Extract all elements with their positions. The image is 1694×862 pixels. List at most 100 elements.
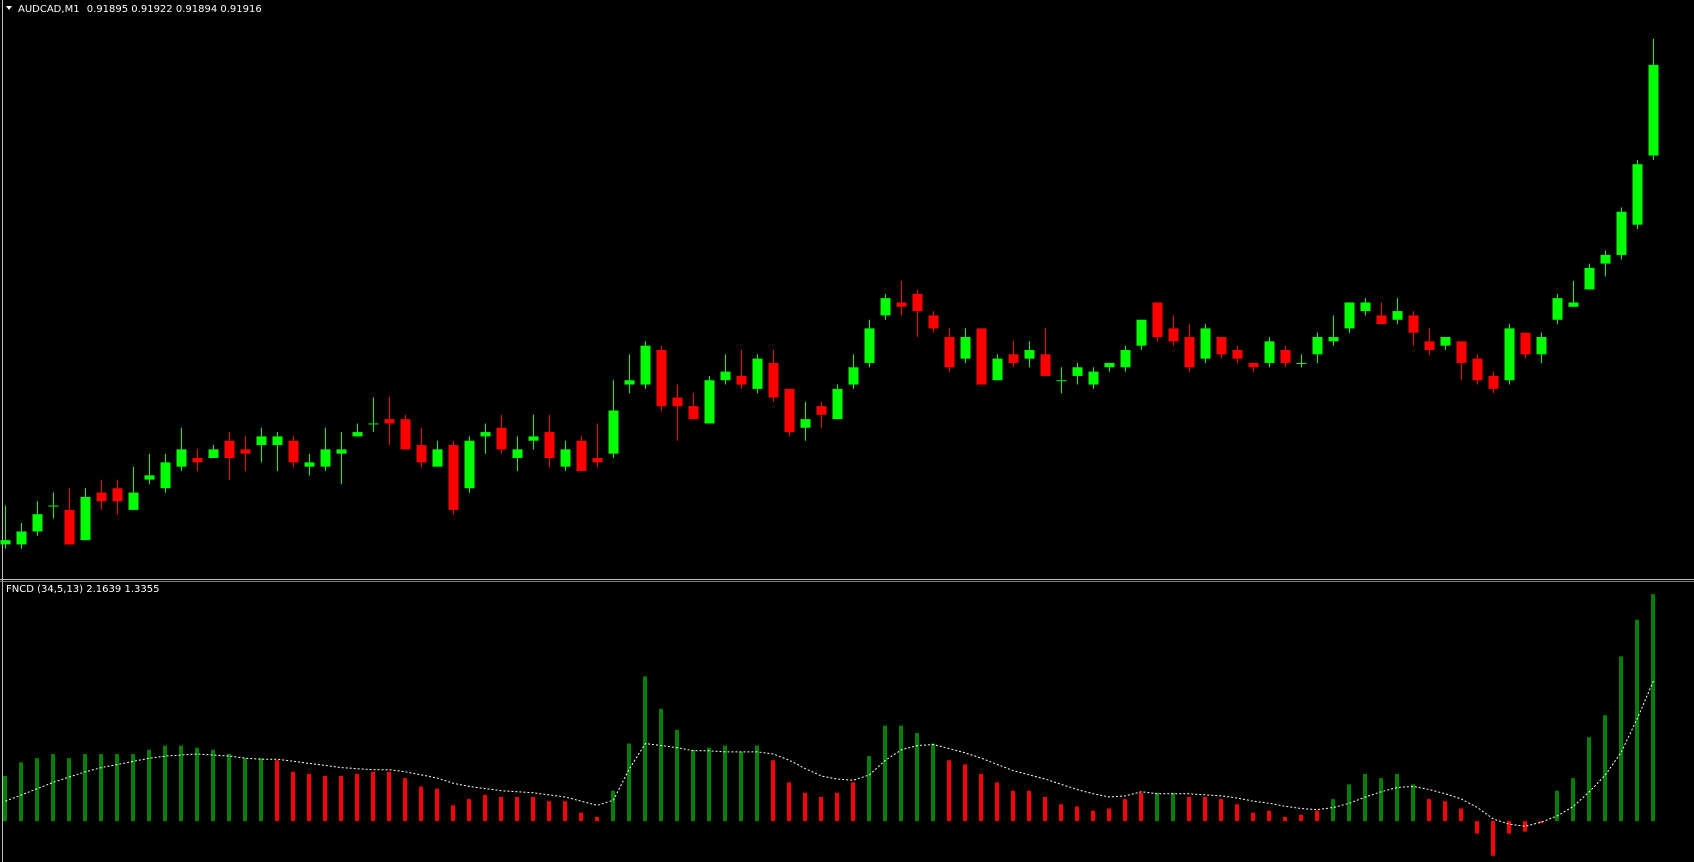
histogram-bar: [659, 708, 663, 822]
histogram-bar: [3, 775, 7, 822]
candle-body: [672, 397, 683, 407]
histogram-bar: [595, 816, 599, 822]
histogram-bar: [803, 792, 807, 822]
candle-body: [768, 362, 779, 398]
candle-body: [1056, 380, 1067, 382]
candle-body: [160, 462, 171, 489]
histogram-bar: [35, 758, 39, 822]
histogram-bar: [531, 796, 535, 822]
candle-body: [240, 449, 251, 454]
candle-body: [192, 458, 203, 463]
histogram-bar: [1635, 619, 1639, 822]
candle-body: [96, 492, 107, 502]
histogram-bar: [915, 732, 919, 822]
histogram-value: 2.1639: [86, 584, 121, 595]
histogram-bar: [771, 760, 775, 822]
histogram-bar: [867, 756, 871, 822]
histogram-bar: [131, 753, 135, 822]
histogram-bar: [611, 790, 615, 822]
histogram-bar: [1523, 821, 1527, 832]
histogram-bar: [147, 749, 151, 822]
candle-body: [1360, 302, 1371, 312]
histogram-bar: [1411, 784, 1415, 822]
candle-body: [0, 540, 11, 545]
histogram-bar: [115, 753, 119, 822]
candle-body: [1600, 254, 1611, 264]
candle-body: [384, 419, 395, 424]
histogram-bar: [339, 775, 343, 822]
histogram-bar: [1283, 816, 1287, 822]
histogram-bar: [1315, 810, 1319, 822]
histogram-bar: [1123, 799, 1127, 822]
histogram-bar: [1555, 790, 1559, 822]
histogram-bar: [387, 771, 391, 822]
candle-body: [1136, 319, 1147, 346]
candle-body: [448, 445, 459, 510]
histogram-bar: [627, 743, 631, 822]
candle-body: [1312, 337, 1323, 355]
candle-body: [720, 371, 731, 381]
candle-body: [1536, 337, 1547, 355]
histogram-bar: [899, 725, 903, 822]
histogram-bar: [291, 771, 295, 822]
histogram-bar: [499, 796, 503, 822]
histogram-bar: [1011, 790, 1015, 822]
histogram-bar: [1619, 656, 1623, 822]
candle-body: [320, 449, 331, 467]
histogram-bar: [211, 749, 215, 822]
histogram-bar: [1027, 790, 1031, 822]
candle-body: [1248, 362, 1259, 368]
histogram-bar: [307, 773, 311, 822]
candle-body: [576, 440, 587, 471]
candle-body: [1232, 349, 1243, 359]
candle-body: [416, 445, 427, 463]
indicator-name: FNCD (34,5,13): [6, 584, 83, 595]
menu-triangle[interactable]: [6, 6, 12, 10]
histogram-bar: [1107, 808, 1111, 822]
candle-body: [1408, 315, 1419, 333]
symbol-header: AUDCAD,M1 0.91895 0.91922 0.91894 0.9191…: [18, 4, 262, 15]
histogram-bar: [1251, 812, 1255, 822]
candle-body: [992, 358, 1003, 381]
candle-body: [656, 349, 667, 407]
histogram-bar: [467, 799, 471, 822]
histogram-bar: [275, 760, 279, 822]
candle-body: [272, 436, 283, 446]
histogram-bar: [755, 745, 759, 822]
signal-line: [5, 680, 1654, 827]
candle-body: [288, 440, 299, 463]
candle-body: [624, 380, 635, 385]
histogram-bar: [1395, 773, 1399, 822]
histogram-bar: [883, 725, 887, 822]
candle-body: [48, 505, 59, 507]
histogram-bar: [83, 753, 87, 822]
histogram-bar: [643, 676, 647, 822]
histogram-bar: [851, 782, 855, 822]
candle-body: [976, 328, 987, 385]
histogram-bar: [1427, 799, 1431, 822]
histogram-bar: [227, 753, 231, 822]
candle-body: [1632, 164, 1643, 225]
histogram-bar: [1235, 804, 1239, 822]
candle-body: [832, 388, 843, 420]
indicator-header: FNCD (34,5,13) 2.1639 1.3355: [6, 584, 159, 595]
candle-body: [1152, 302, 1163, 338]
histogram-bar: [579, 812, 583, 822]
histogram-bar: [515, 796, 519, 822]
candle-body: [1216, 337, 1227, 355]
candle-body: [912, 293, 923, 312]
candle-body: [208, 449, 219, 459]
low-price: 0.91894: [176, 4, 217, 15]
open-price: 0.91895: [87, 4, 128, 15]
histogram-bar: [675, 729, 679, 822]
candle-body: [16, 531, 27, 545]
histogram-bar: [1203, 796, 1207, 822]
histogram-bar: [931, 743, 935, 822]
histogram-bar: [707, 747, 711, 822]
histogram-bar: [1187, 796, 1191, 822]
candle-body: [144, 475, 155, 480]
candle-body: [736, 375, 747, 385]
candle-body: [800, 419, 811, 428]
candle-body: [1088, 371, 1099, 385]
